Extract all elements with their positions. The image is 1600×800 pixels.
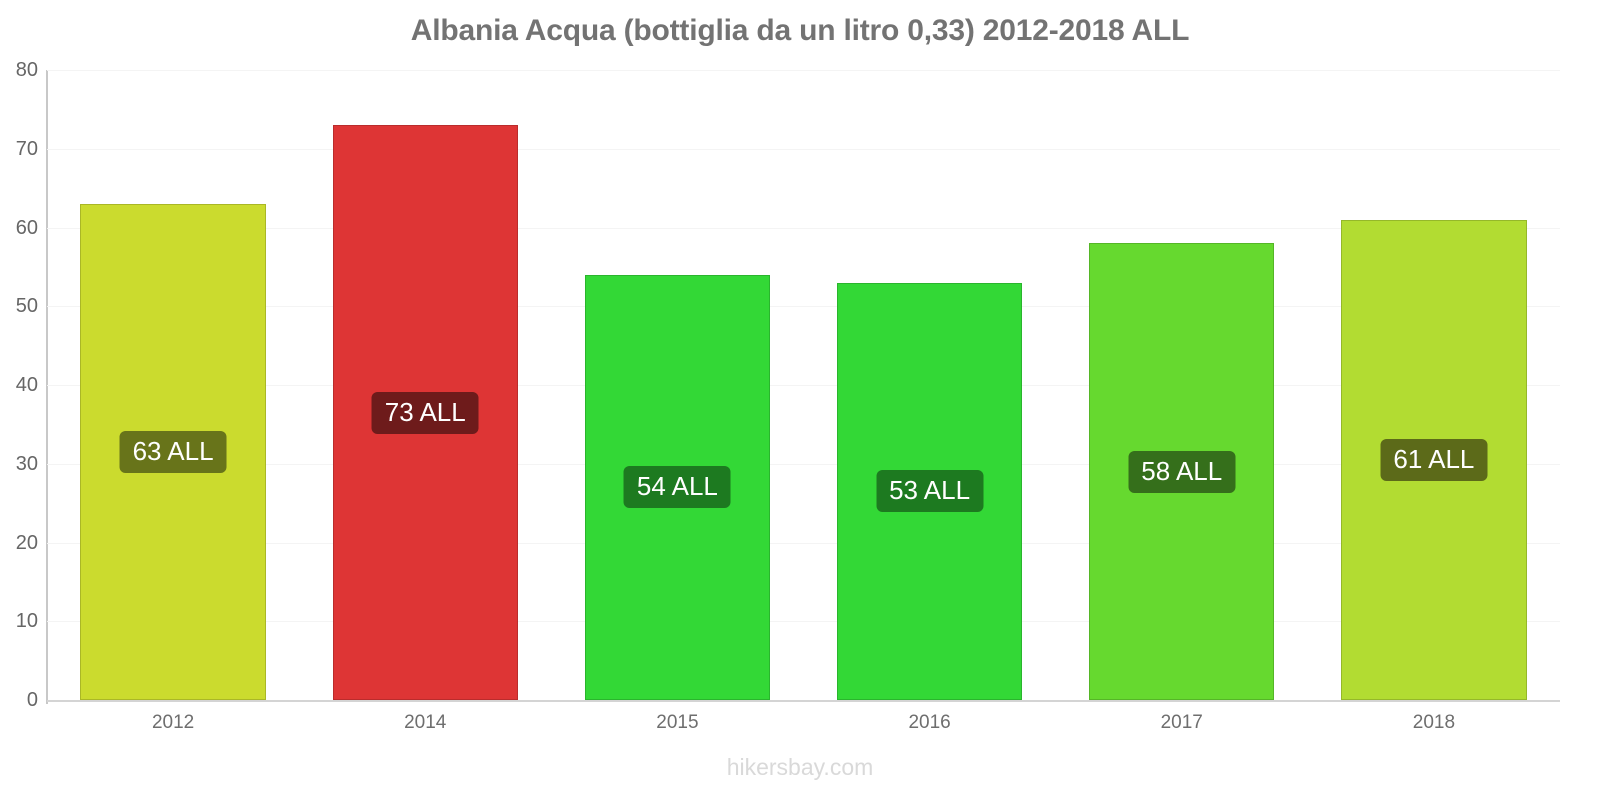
bar-value-label: 73 ALL [371, 391, 479, 434]
footer-watermark: hikersbay.com [726, 754, 874, 780]
bar[interactable]: 53 ALL [836, 282, 1023, 700]
bar-value-label: 61 ALL [1380, 438, 1488, 481]
y-tick-label: 60 [15, 216, 38, 239]
bar[interactable]: 58 ALL [1089, 243, 1275, 700]
chart-title: Albania Acqua (bottiglia da un litro 0,3… [410, 14, 1190, 47]
bar[interactable]: 63 ALL [80, 203, 266, 700]
gridline [47, 463, 1560, 465]
bar-value-label: 54 ALL [623, 466, 731, 509]
bar-value-label: 53 ALL [876, 470, 984, 513]
x-tick-label: 2015 [656, 712, 699, 733]
bar-value-label: 58 ALL [1128, 450, 1236, 493]
gridline [47, 148, 1560, 150]
bar[interactable]: 54 ALL [584, 274, 771, 700]
x-tick-label: 2016 [908, 712, 951, 733]
bar-group[interactable]: 73 ALL [332, 70, 518, 700]
gridline [47, 306, 1560, 308]
gridline [47, 70, 1560, 71]
bar[interactable]: 61 ALL [1341, 219, 1527, 700]
bar-group[interactable]: 61 ALL [1341, 70, 1527, 700]
bar-group[interactable]: 53 ALL [836, 70, 1023, 700]
y-tick-label: 40 [15, 374, 38, 396]
bars-layer: 63 ALL 73 ALL 54 ALL 53 ALL 58 ALL 61 ALL [47, 70, 1560, 700]
x-tick-label: 2014 [404, 712, 447, 733]
y-tick-label: 10 [15, 610, 38, 633]
plot-area [47, 70, 1560, 702]
bar-value-label: 63 ALL [119, 430, 227, 473]
y-tick-label: 70 [15, 137, 38, 160]
y-tick-label: 80 [15, 59, 38, 81]
bar-group[interactable]: 58 ALL [1089, 70, 1275, 700]
y-tick-label: 0 [26, 689, 38, 711]
bar-group[interactable]: 54 ALL [584, 70, 771, 700]
y-axis-line [46, 70, 48, 704]
gridline [47, 542, 1560, 544]
y-tick-label: 30 [15, 452, 38, 475]
y-tick-label: 50 [15, 295, 38, 318]
bar-group[interactable]: 63 ALL [80, 70, 266, 700]
x-tick-label: 2018 [1412, 712, 1456, 733]
x-tick-label: 2017 [1160, 712, 1203, 733]
bar[interactable]: 73 ALL [332, 125, 518, 700]
y-tick-label: 20 [15, 531, 38, 554]
x-tick-label: 2012 [151, 712, 195, 733]
gridline [47, 385, 1560, 386]
gridline [47, 227, 1560, 229]
gridline [47, 700, 1560, 702]
gridline [47, 621, 1560, 623]
